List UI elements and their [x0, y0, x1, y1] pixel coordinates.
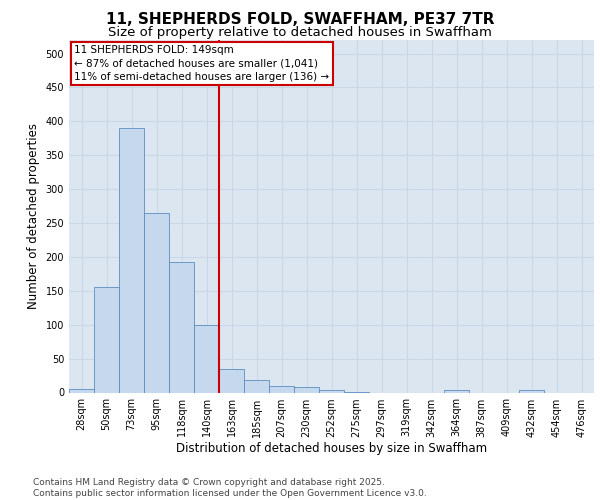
- Text: 11 SHEPHERDS FOLD: 149sqm
← 87% of detached houses are smaller (1,041)
11% of se: 11 SHEPHERDS FOLD: 149sqm ← 87% of detac…: [74, 46, 329, 82]
- Bar: [169, 262, 194, 392]
- Bar: [269, 386, 294, 392]
- X-axis label: Distribution of detached houses by size in Swaffham: Distribution of detached houses by size …: [176, 442, 487, 456]
- Bar: [219, 369, 244, 392]
- Bar: [144, 213, 169, 392]
- Text: Size of property relative to detached houses in Swaffham: Size of property relative to detached ho…: [108, 26, 492, 39]
- Bar: [294, 387, 319, 392]
- Bar: [444, 390, 469, 392]
- Bar: [244, 380, 269, 392]
- Text: 11, SHEPHERDS FOLD, SWAFFHAM, PE37 7TR: 11, SHEPHERDS FOLD, SWAFFHAM, PE37 7TR: [106, 12, 494, 28]
- Bar: [119, 128, 144, 392]
- Bar: [94, 288, 119, 393]
- Bar: [194, 324, 219, 392]
- Bar: [319, 390, 344, 392]
- Bar: [519, 390, 544, 392]
- Text: Contains HM Land Registry data © Crown copyright and database right 2025.
Contai: Contains HM Land Registry data © Crown c…: [33, 478, 427, 498]
- Y-axis label: Number of detached properties: Number of detached properties: [27, 123, 40, 309]
- Bar: [69, 389, 94, 392]
